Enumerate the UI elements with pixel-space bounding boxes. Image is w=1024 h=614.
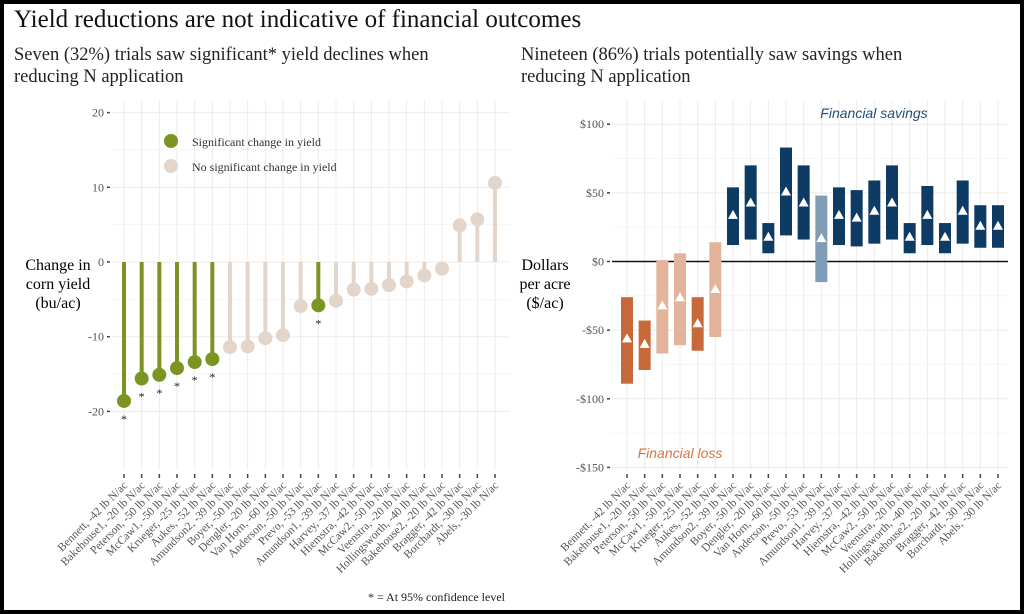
mean-triangle-marker [993, 220, 1003, 230]
lollipop-dot [311, 298, 326, 313]
mean-triangle-marker [763, 231, 774, 241]
lollipop-dot [258, 331, 273, 346]
y-tick-label: 10 [92, 180, 104, 194]
significance-marker: * [209, 370, 215, 384]
lollipop-dot [364, 281, 379, 296]
lollipop-dot [187, 355, 202, 370]
lollipop-dot [399, 274, 414, 289]
mean-triangle-marker [710, 283, 721, 293]
mean-triangle-marker [957, 205, 968, 215]
y-tick-label: -10 [88, 330, 104, 344]
left-lollipops: * * * * * * * [117, 175, 502, 426]
significance-marker: * [139, 390, 145, 404]
figure-title: Yield reductions are not indicative of f… [14, 6, 581, 33]
mean-triangle-marker [940, 231, 950, 241]
lollipop-dot [152, 367, 167, 382]
y-tick-label: $0 [592, 255, 604, 269]
y-tick-label: 20 [92, 106, 104, 120]
legend-significant-swatch [164, 134, 178, 148]
mean-triangle-marker [922, 209, 933, 219]
lollipop-dot [205, 352, 220, 367]
legend-not-significant-swatch [164, 159, 178, 173]
annotation-financial-loss: Financial loss [638, 445, 723, 461]
mean-triangle-marker [904, 231, 915, 241]
lollipop-dot [470, 212, 485, 227]
mean-triangle-marker [781, 186, 791, 196]
mean-triangle-marker [675, 292, 685, 302]
lollipop-dot [170, 361, 184, 376]
y-tick-label: $50 [586, 186, 604, 200]
y-tick-label: 0 [98, 255, 104, 269]
mean-triangle-marker [834, 209, 844, 219]
lollipop-dot [329, 293, 343, 308]
mean-triangle-marker [798, 197, 809, 207]
left-ylabel-line3: (bu/ac) [35, 295, 80, 312]
mean-triangle-marker [887, 197, 897, 207]
right-subtitle-line2: reducing N application [521, 67, 691, 87]
significance-marker: * [315, 316, 321, 330]
lollipop-dot [435, 261, 449, 276]
mean-triangle-marker [851, 212, 862, 222]
lollipop-dot [346, 282, 361, 297]
legend-not-significant-label: No significant change in yield [192, 160, 337, 174]
right-subtitle-line1: Nineteen (86%) trials potentially saw sa… [521, 45, 902, 65]
lollipop-dot [134, 371, 149, 386]
significance-marker: * [192, 373, 198, 387]
mean-triangle-marker [657, 300, 668, 310]
lollipop-dot [117, 393, 131, 408]
right-ylabel-line1: Dollars [521, 257, 568, 274]
significance-marker: * [174, 379, 180, 393]
mean-triangle-marker [728, 209, 738, 219]
left-subtitle-line2: reducing N application [14, 67, 184, 87]
mean-triangle-marker [745, 197, 756, 207]
lollipop-dot [293, 299, 308, 314]
lollipop-dot [452, 218, 467, 233]
mean-triangle-marker [869, 205, 880, 215]
legend-significant-label: Significant change in yield [192, 135, 321, 149]
left-ylabel-line1: Change in [25, 257, 90, 274]
lollipop-dot [382, 278, 396, 293]
right-ylabel-line2: per acre [519, 276, 570, 293]
y-tick-label: $100 [580, 117, 604, 131]
significance-marker: * [121, 412, 127, 426]
right-range-bars [612, 147, 1008, 384]
right-ylabel-line3: ($/ac) [526, 295, 563, 312]
mean-triangle-marker [622, 333, 632, 343]
lollipop-dot [223, 340, 237, 355]
lollipop-dot [276, 328, 290, 343]
lollipop-dot [417, 268, 432, 283]
lollipop-dot [488, 175, 502, 190]
y-tick-label: -$50 [582, 323, 604, 337]
footnote: * = At 95% confidence level [368, 590, 506, 604]
mean-triangle-marker [639, 338, 650, 348]
y-tick-label: -$150 [576, 460, 604, 474]
mean-triangle-marker [975, 220, 986, 230]
left-ylabel-line2: corn yield [26, 276, 90, 293]
y-tick-label: -20 [88, 404, 104, 418]
mean-triangle-marker [692, 318, 703, 328]
significance-marker: * [156, 386, 162, 400]
y-tick-label: -$100 [576, 392, 604, 406]
mean-triangle-marker [816, 233, 827, 243]
annotation-financial-savings: Financial savings [820, 105, 927, 121]
left-subtitle-line1: Seven (32%) trials saw significant* yiel… [14, 45, 429, 65]
lollipop-dot [240, 339, 255, 354]
